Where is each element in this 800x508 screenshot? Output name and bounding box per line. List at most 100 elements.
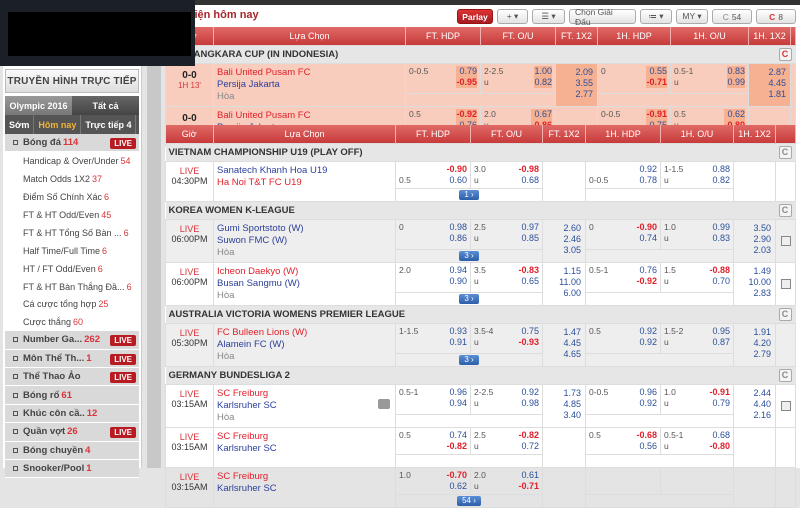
1x2-odds[interactable]: 2.77 bbox=[575, 88, 593, 99]
odds-value[interactable]: -0.71 bbox=[518, 480, 539, 491]
odds-value[interactable]: 0.62 bbox=[727, 108, 745, 119]
away-team[interactable]: Karlsruher SC bbox=[217, 399, 277, 411]
1x2-odds[interactable]: 11.00 bbox=[559, 276, 581, 287]
odds-value[interactable]: 0.94 bbox=[449, 397, 467, 408]
odds-value[interactable]: 0.86 bbox=[449, 232, 467, 243]
odds-value[interactable]: 0.55 bbox=[649, 65, 667, 76]
market-item[interactable]: Cược thắng 60 bbox=[5, 313, 139, 331]
odds-value[interactable]: 0.82 bbox=[534, 76, 552, 87]
odds-value[interactable]: 0.92 bbox=[639, 163, 657, 174]
odds-value[interactable]: -0.80 bbox=[709, 440, 730, 451]
odds-value[interactable]: 0.68 bbox=[712, 429, 730, 440]
parlay-button[interactable]: Parlay bbox=[457, 9, 493, 24]
more-bets-button[interactable]: 54 › bbox=[457, 495, 481, 506]
1x2-odds[interactable]: 2.60 bbox=[563, 222, 581, 233]
sport-item[interactable]: Snooker/Pool 1 bbox=[5, 460, 139, 479]
add-menu-button[interactable]: + ▾ bbox=[497, 9, 528, 24]
1x2-odds[interactable]: 4.85 bbox=[563, 398, 581, 409]
odds-value[interactable]: -0.93 bbox=[518, 336, 539, 347]
1x2-odds[interactable]: 2.46 bbox=[563, 233, 581, 244]
market-item[interactable]: Điểm Số Chính Xác 6 bbox=[5, 188, 139, 206]
market-item[interactable]: Half Time/Full Time 6 bbox=[5, 242, 139, 260]
home-team[interactable]: Bali United Pusam FC bbox=[217, 109, 311, 121]
odds-value[interactable]: 0.90 bbox=[449, 275, 467, 286]
odds-value[interactable]: -0.98 bbox=[518, 163, 539, 174]
market-item[interactable]: FT & HT Odd/Even 45 bbox=[5, 206, 139, 224]
view-menu-button[interactable]: ≔ ▾ bbox=[640, 9, 672, 24]
odds-value[interactable]: 0.98 bbox=[521, 397, 539, 408]
sport-item[interactable]: Thể Thao Ảo LIVE bbox=[5, 368, 139, 387]
refresh-icon[interactable]: C bbox=[778, 145, 792, 159]
odds-value[interactable]: 0.87 bbox=[712, 336, 730, 347]
refresh-icon[interactable]: C bbox=[778, 307, 792, 321]
1x2-odds[interactable]: 6.00 bbox=[563, 287, 581, 298]
odds-value[interactable]: 0.91 bbox=[449, 336, 467, 347]
odds-type-button[interactable]: MY ▾ bbox=[676, 9, 708, 24]
odds-value[interactable]: 0.76 bbox=[639, 264, 657, 275]
odds-value[interactable]: -0.86 bbox=[531, 120, 552, 131]
away-team[interactable]: Karlsruher SC bbox=[217, 482, 277, 494]
more-bets-button[interactable]: 1 › bbox=[459, 189, 479, 200]
1x2-odds[interactable]: 3.05 bbox=[563, 244, 581, 255]
odds-value[interactable]: 0.82 bbox=[712, 174, 730, 185]
1x2-odds[interactable]: 3.50 bbox=[753, 222, 771, 233]
odds-value[interactable]: -0.71 bbox=[646, 76, 667, 87]
odds-value[interactable]: 0.88 bbox=[712, 163, 730, 174]
stats-icon[interactable] bbox=[780, 400, 791, 411]
odds-value[interactable]: 0.75 bbox=[646, 120, 667, 131]
odds-value[interactable]: 0.97 bbox=[521, 221, 539, 232]
market-item[interactable]: Handicap & Over/Under 54 bbox=[5, 152, 139, 170]
more-bets-button[interactable]: 3 › bbox=[459, 354, 479, 365]
odds-value[interactable]: 0.83 bbox=[712, 232, 730, 243]
sidebar-tab[interactable]: Olympic 2016 bbox=[5, 96, 72, 115]
home-team[interactable]: Bali United Pusam FC bbox=[217, 66, 311, 78]
sport-item[interactable]: Bóng rổ 61 bbox=[5, 386, 139, 405]
live-tv-icon[interactable] bbox=[378, 398, 390, 409]
odds-value[interactable]: 0.62 bbox=[449, 480, 467, 491]
odds-value[interactable]: 0.56 bbox=[639, 440, 657, 451]
1x2-odds[interactable]: 1.15 bbox=[563, 265, 581, 276]
home-team[interactable]: SC Freiburg bbox=[217, 430, 269, 442]
home-team[interactable]: Gumi Sportstoto (W) bbox=[217, 222, 304, 234]
1x2-odds[interactable]: 4.45 bbox=[563, 337, 581, 348]
sport-football[interactable]: Bóng đá 114 LIVE bbox=[5, 134, 139, 153]
1x2-odds[interactable]: 1.91 bbox=[753, 326, 771, 337]
odds-value[interactable]: 0.78 bbox=[639, 174, 657, 185]
1x2-odds[interactable]: 1.47 bbox=[563, 326, 581, 337]
refresh-today-button[interactable]: C 54 bbox=[712, 9, 752, 24]
sidebar-tab[interactable]: Tất cả bbox=[72, 96, 139, 115]
sport-item[interactable]: Number Ga... 262 LIVE bbox=[5, 331, 139, 350]
1x2-odds[interactable]: 2.03 bbox=[753, 244, 771, 255]
1x2-odds[interactable]: 4.65 bbox=[563, 348, 581, 359]
odds-value[interactable]: 0.99 bbox=[727, 76, 745, 87]
sport-item[interactable]: Quần vợt 26 LIVE bbox=[5, 423, 139, 442]
odds-value[interactable]: 0.67 bbox=[534, 108, 552, 119]
sidebar-subtab[interactable]: Trực tiếp 4 bbox=[81, 115, 137, 134]
odds-value[interactable]: 0.79 bbox=[459, 65, 477, 76]
odds-value[interactable]: -0.82 bbox=[446, 440, 467, 451]
1x2-odds[interactable]: 10.00 bbox=[748, 276, 771, 287]
odds-value[interactable]: 0.72 bbox=[521, 440, 539, 451]
odds-value[interactable]: 0.96 bbox=[639, 386, 657, 397]
away-team[interactable]: Suwon FMC (W) bbox=[217, 234, 288, 246]
odds-value[interactable]: 0.70 bbox=[712, 275, 730, 286]
refresh-icon[interactable]: C bbox=[778, 47, 792, 61]
odds-value[interactable]: 0.92 bbox=[639, 336, 657, 347]
1x2-odds[interactable]: 2.09 bbox=[575, 66, 593, 77]
odds-value[interactable]: 0.65 bbox=[521, 275, 539, 286]
1x2-odds[interactable]: 2.16 bbox=[753, 409, 771, 420]
1x2-odds[interactable]: 2.90 bbox=[753, 233, 771, 244]
home-team[interactable]: FC Bulleen Lions (W) bbox=[217, 326, 308, 338]
sort-menu-button[interactable]: ☰ ▾ bbox=[532, 9, 565, 24]
odds-value[interactable]: -0.90 bbox=[446, 163, 467, 174]
1x2-odds[interactable]: 2.83 bbox=[753, 287, 771, 298]
home-team[interactable]: SC Freiburg bbox=[217, 387, 269, 399]
away-team[interactable]: Alamein FC (W) bbox=[217, 338, 285, 350]
sport-item[interactable]: Môn Thể Th... 1 LIVE bbox=[5, 349, 139, 369]
1x2-odds[interactable]: 4.45 bbox=[768, 77, 786, 88]
stats-icon[interactable] bbox=[780, 278, 791, 289]
odds-value[interactable]: 0.74 bbox=[449, 429, 467, 440]
refresh-icon[interactable]: C bbox=[778, 368, 792, 382]
odds-value[interactable]: 0.94 bbox=[449, 264, 467, 275]
